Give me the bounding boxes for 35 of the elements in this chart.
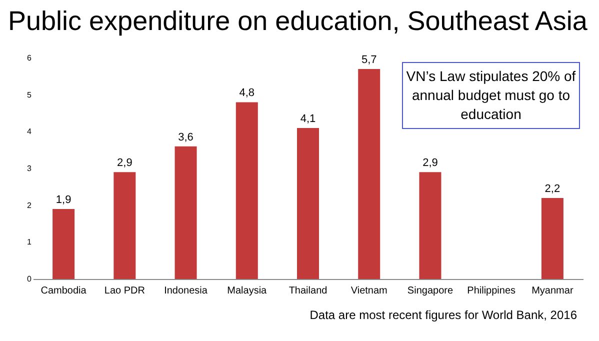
y-tick-label: 3 (27, 164, 32, 173)
data-label: 5,7 (361, 54, 377, 66)
x-tick-label: Myanmar (532, 286, 574, 296)
text-box: VN’s Law stipulates 20% of annual budget must go to education (402, 62, 580, 129)
x-tick-label: Cambodia (40, 286, 87, 296)
y-tick-label: 6 (27, 54, 32, 62)
chart-title: Public expenditure on education, Southeast Asia (8, 6, 588, 36)
text: Data are most recent figures for World Bank, 2016 (310, 308, 577, 322)
bar (114, 172, 136, 279)
x-tick-label: Lao PDR (104, 286, 145, 296)
x-tick-label: Malaysia (227, 286, 268, 296)
bar (419, 172, 442, 279)
x-tick-label: Indonesia (164, 286, 208, 296)
y-tick-label: 4 (27, 127, 32, 136)
x-tick-label: Singapore (407, 286, 454, 296)
data-label: 3,6 (178, 131, 194, 144)
bar (52, 209, 75, 279)
x-tick-label: Philippines (467, 286, 516, 296)
bar (174, 146, 197, 279)
bar (236, 102, 258, 279)
y-tick-label: 0 (27, 274, 32, 284)
bar (541, 198, 564, 279)
x-tick-label: Vietnam (350, 286, 388, 296)
data-label: 2,9 (422, 157, 438, 170)
data-label: 2,9 (117, 157, 132, 170)
data-label: 1,9 (56, 194, 72, 206)
y-tick-label: 2 (27, 200, 32, 210)
data-label: 2,2 (544, 182, 560, 195)
x-tick-label: Thailand (288, 286, 328, 296)
data-label: 4,1 (300, 112, 316, 125)
data-label: 4,8 (239, 87, 255, 100)
y-tick-label: 1 (27, 238, 32, 247)
y-tick-label: 5 (27, 90, 32, 100)
bar (297, 128, 319, 279)
bar (358, 69, 380, 279)
